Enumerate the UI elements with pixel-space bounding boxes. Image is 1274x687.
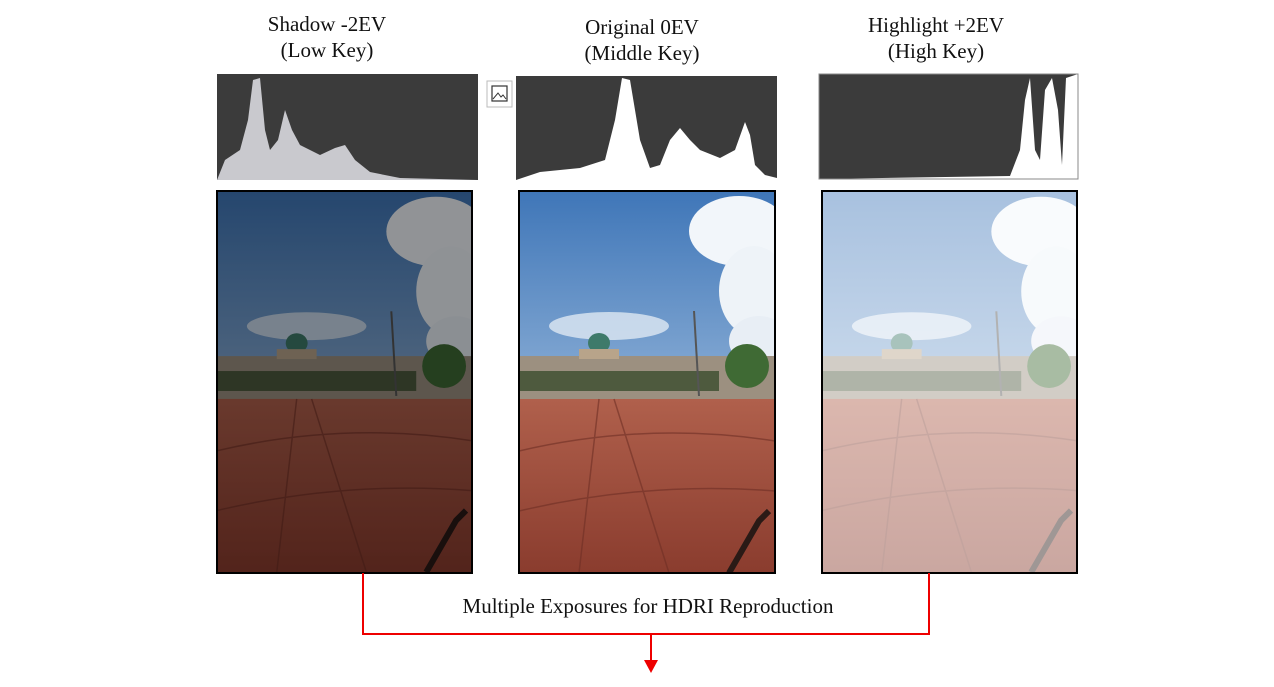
panel-title: Shadow -2EV [268,12,386,36]
histogram [818,73,1079,180]
photo [821,190,1078,574]
panel-subtitle: (Middle Key) [585,41,700,65]
histogram [516,76,777,180]
photo [216,190,473,574]
image-icon [486,80,513,108]
connector-arrow [362,573,930,673]
panel-title: Original 0EV [585,15,699,39]
panel-subtitle: (Low Key) [281,38,374,62]
panel-subtitle: (High Key) [888,39,984,63]
histogram [217,74,478,180]
panel-titles: Shadow -2EV (Low Key) Original 0EV (Midd… [268,12,1004,65]
panel-title: Highlight +2EV [868,13,1004,37]
caption: Multiple Exposures for HDRI Reproduction [463,594,834,618]
photo [518,190,776,574]
